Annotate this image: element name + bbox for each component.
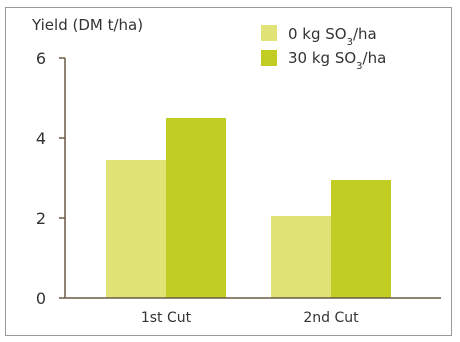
y-tick-label: 4 (36, 129, 46, 148)
legend: 0 kg SO3/ha 30 kg SO3/ha (261, 25, 386, 72)
legend-label-1-unit: /ha (363, 49, 387, 67)
x-category-label: 2nd Cut (303, 310, 359, 326)
x-category-label: 1st Cut (141, 310, 192, 326)
bar-cut2-series0 (271, 216, 331, 298)
bar-cut1-series0 (106, 160, 166, 298)
y-tick-label: 6 (36, 49, 46, 68)
legend-swatch-0 (261, 25, 277, 41)
bars-group (106, 118, 391, 298)
legend-swatch-1 (261, 50, 277, 66)
x-axis-labels: 1st Cut 2nd Cut (141, 310, 359, 326)
legend-label-0-main: 0 kg SO (288, 25, 347, 43)
bar-cut1-series1 (166, 118, 226, 298)
legend-label-1-sub: 3 (356, 61, 362, 72)
legend-label-1-main: 30 kg SO (288, 49, 356, 67)
legend-label-0-sub: 3 (347, 37, 353, 48)
y-axis-title: Yield (DM t/ha) (31, 16, 143, 34)
bar-cut2-series1 (331, 180, 391, 298)
legend-label-1: 30 kg SO3/ha (288, 49, 386, 72)
y-tick-label: 2 (36, 209, 46, 228)
legend-label-0-unit: /ha (353, 25, 377, 43)
y-tick-label: 0 (36, 289, 46, 308)
legend-label-0: 0 kg SO3/ha (288, 25, 377, 48)
y-axis-ticks: 0 2 4 6 (36, 49, 65, 308)
